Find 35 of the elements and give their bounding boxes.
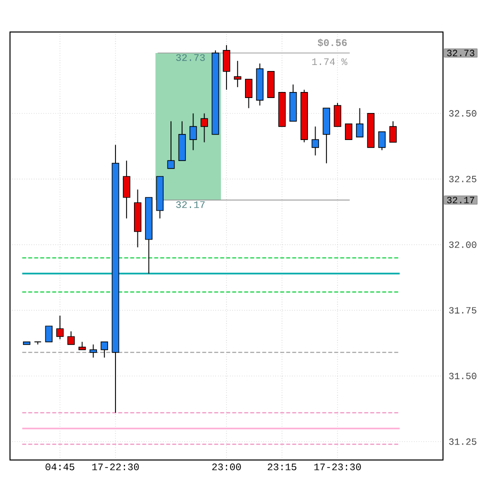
x-tick-label: 17-23:30 <box>314 464 361 470</box>
ref-line-label: 32.17 <box>176 201 205 208</box>
candlestick <box>122 160 130 219</box>
annotation: 1.74 % <box>312 58 348 66</box>
x-tick-label: 23:15 <box>268 464 296 470</box>
x-tick-label: 17-22:30 <box>92 464 139 470</box>
y-tick-label: 31.50 <box>449 372 476 380</box>
candlestick <box>56 315 64 340</box>
candlestick <box>200 112 208 143</box>
y-tick-label: 32.73 <box>447 50 474 56</box>
candlestick <box>90 344 97 358</box>
y-tick-label: 32.50 <box>449 110 476 117</box>
y-tick-label: 32.17 <box>447 196 474 204</box>
y-tick-label: 32.00 <box>449 241 476 248</box>
candlestick <box>167 120 175 169</box>
candlestick <box>234 60 242 88</box>
candlestick <box>389 120 397 143</box>
candlestick <box>344 124 352 140</box>
candlestick <box>222 44 230 90</box>
candlestick <box>312 126 319 156</box>
candlestick <box>356 108 364 138</box>
candlestick <box>190 112 197 151</box>
y-tick-label: 31.25 <box>449 438 476 445</box>
y-tick-label: 32.25 <box>449 176 476 182</box>
x-tick-label: 04:45 <box>46 464 74 470</box>
x-tick-label: 23:00 <box>212 464 241 470</box>
candlestick <box>378 131 386 151</box>
y-tick-label: 31.75 <box>449 307 476 314</box>
candlestick <box>334 102 342 127</box>
candlestick <box>67 330 75 345</box>
candlestick <box>100 341 108 358</box>
candlestick <box>245 78 252 109</box>
annotation: $0.56 <box>318 38 347 47</box>
ref-line-label: 32.73 <box>176 54 205 61</box>
candlestick <box>45 326 53 342</box>
